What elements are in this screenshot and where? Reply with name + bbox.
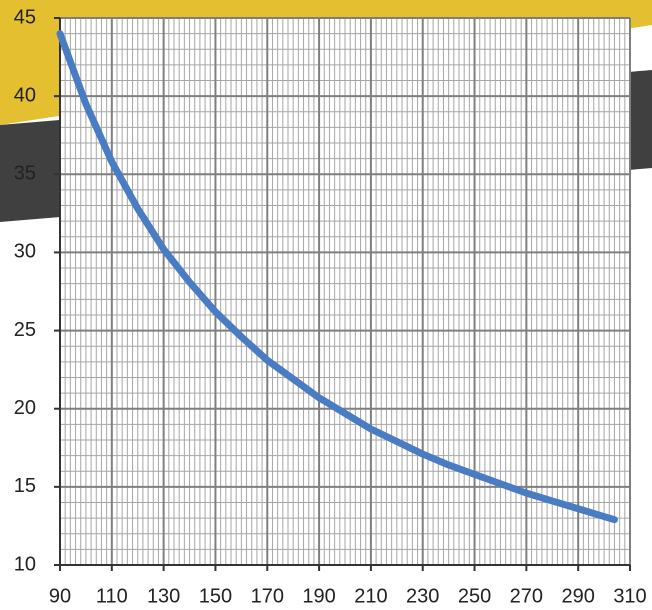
x-tick-label: 110 bbox=[96, 585, 128, 607]
y-tick-label: 45 bbox=[14, 6, 36, 28]
x-tick-label: 270 bbox=[510, 585, 543, 607]
x-tick-label: 150 bbox=[199, 585, 232, 607]
data-line bbox=[56, 30, 618, 524]
x-tick-label: 230 bbox=[406, 585, 439, 607]
x-tick-label: 190 bbox=[302, 585, 335, 607]
y-tick-label: 10 bbox=[14, 553, 36, 575]
x-tick-label: 290 bbox=[561, 585, 594, 607]
y-tick-label: 15 bbox=[14, 475, 36, 497]
y-tick-label: 20 bbox=[14, 397, 36, 419]
x-tick-label: 170 bbox=[251, 585, 284, 607]
y-tick-label: 35 bbox=[14, 163, 36, 185]
y-tick-label: 40 bbox=[14, 84, 36, 106]
x-tick-label: 250 bbox=[458, 585, 491, 607]
y-tick-label: 30 bbox=[14, 241, 36, 263]
y-tick-label: 25 bbox=[14, 319, 36, 341]
x-tick-label: 210 bbox=[354, 585, 387, 607]
x-tick-label: 90 bbox=[49, 585, 71, 607]
x-tick-label: 310 bbox=[613, 585, 646, 607]
x-tick-label: 130 bbox=[147, 585, 180, 607]
